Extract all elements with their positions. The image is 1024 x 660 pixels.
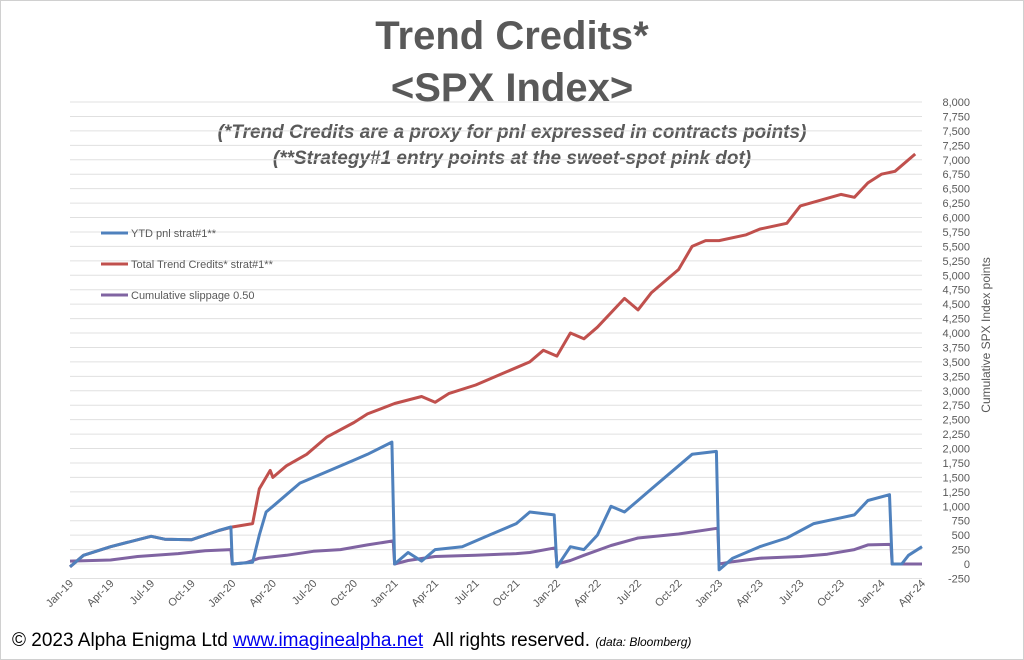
y-tick-label: 4,250 — [942, 314, 970, 326]
x-tick-label: Apr-21 — [409, 578, 441, 610]
y-tick-label: 5,500 — [942, 241, 970, 253]
x-tick-label: Jul-22 — [614, 578, 644, 608]
chart-subtitle: <SPX Index> — [390, 66, 634, 110]
y-tick-label: 1,250 — [942, 487, 970, 499]
rights-text: All rights reserved. — [432, 630, 591, 651]
footer: © 2023 Alpha Enigma Ltd www.imaginealpha… — [12, 630, 691, 652]
y-tick-label: 5,000 — [942, 270, 970, 282]
y-tick-label: -250 — [948, 573, 970, 585]
x-tick-label: Jan-24 — [855, 578, 887, 610]
x-tick-label: Apr-22 — [572, 578, 604, 610]
y-tick-label: 2,500 — [942, 415, 970, 427]
y-tick-label: 3,500 — [942, 357, 970, 369]
y-tick-label: 250 — [952, 545, 970, 557]
y-axis-label: Cumulative SPX Index points — [979, 257, 993, 412]
y-tick-label: 8,000 — [942, 97, 970, 109]
x-tick-label: Jan-19 — [44, 578, 76, 610]
x-tick-label: Oct-19 — [166, 578, 198, 610]
y-tick-label: 5,750 — [942, 227, 970, 239]
y-tick-label: 500 — [952, 530, 970, 542]
x-tick-label: Jul-23 — [777, 578, 807, 608]
y-tick-label: 750 — [952, 516, 970, 528]
x-tick-label: Apr-24 — [896, 578, 928, 610]
website-link[interactable]: www.imaginealpha.net — [233, 630, 424, 651]
x-tick-label: Jul-20 — [290, 578, 320, 608]
x-tick-label: Jan-23 — [693, 578, 725, 610]
legend-label: Total Trend Credits* strat#1** — [131, 259, 274, 271]
y-tick-label: 4,500 — [942, 299, 970, 311]
y-tick-label: 2,750 — [942, 400, 970, 412]
series-line-0 — [69, 440, 923, 572]
x-tick-label: Oct-20 — [328, 578, 360, 610]
x-tick-label: Oct-21 — [491, 578, 523, 610]
y-tick-label: 1,000 — [942, 501, 970, 513]
y-tick-label: 2,250 — [942, 429, 970, 441]
x-tick-label: Oct-23 — [815, 578, 847, 610]
x-tick-label: Jan-21 — [368, 578, 400, 610]
y-tick-label: 3,000 — [942, 386, 970, 398]
annotation-1: (*Trend Credits are a proxy for pnl expr… — [217, 122, 807, 143]
x-tick-label: Jul-19 — [128, 578, 158, 608]
y-tick-label: 7,500 — [942, 126, 970, 138]
copyright: © 2023 Alpha Enigma Ltd — [12, 630, 228, 651]
y-tick-label: 1,750 — [942, 458, 970, 470]
x-tick-label: Apr-23 — [734, 578, 766, 610]
y-tick-label: 3,750 — [942, 342, 970, 354]
y-tick-label: 2,000 — [942, 444, 970, 456]
x-tick-label: Jan-20 — [206, 578, 238, 610]
x-tick-label: Oct-22 — [653, 578, 685, 610]
x-tick-label: Apr-20 — [247, 578, 279, 610]
y-tick-label: 6,750 — [942, 169, 970, 181]
data-source: (data: Bloomberg) — [595, 635, 692, 649]
y-tick-label: 6,500 — [942, 184, 970, 196]
y-tick-label: 7,250 — [942, 140, 970, 152]
y-tick-label: 7,750 — [942, 111, 970, 123]
legend-label: Cumulative slippage 0.50 — [131, 290, 255, 302]
annotation-2: (**Strategy#1 entry points at the sweet-… — [272, 148, 752, 169]
chart-title: Trend Credits* — [375, 14, 649, 58]
y-tick-label: 6,250 — [942, 198, 970, 210]
x-tick-label: Jan-22 — [531, 578, 563, 610]
y-tick-label: 3,250 — [942, 371, 970, 383]
legend-label: YTD pnl strat#1** — [131, 228, 217, 240]
y-tick-label: 0 — [964, 559, 970, 571]
series-line-1 — [69, 152, 917, 569]
y-tick-label: 4,750 — [942, 285, 970, 297]
y-tick-label: 7,000 — [942, 155, 970, 167]
x-tick-label: Apr-19 — [85, 578, 117, 610]
y-tick-label: 5,250 — [942, 256, 970, 268]
y-tick-label: 4,000 — [942, 328, 970, 340]
y-tick-label: 6,000 — [942, 213, 970, 225]
y-tick-label: 1,500 — [942, 472, 970, 484]
x-tick-label: Jul-21 — [452, 578, 482, 608]
